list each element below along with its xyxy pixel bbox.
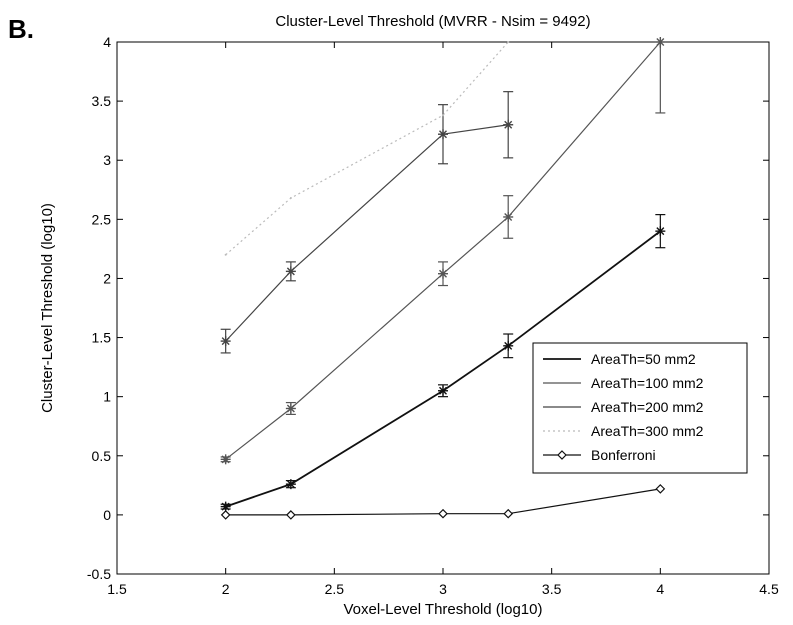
data-point — [285, 403, 296, 414]
legend-item-1: AreaTh=50 mm2 — [543, 351, 696, 367]
legend-label: Bonferroni — [591, 447, 656, 463]
y-tick-label: 3.5 — [92, 93, 112, 109]
data-point — [503, 119, 514, 130]
series-line — [225, 41, 509, 256]
x-tick-label: 2 — [222, 581, 230, 597]
y-tick-label: 2 — [103, 270, 111, 286]
legend-box — [532, 342, 748, 474]
panel-label: B. — [8, 14, 34, 44]
x-axis-label: Voxel-Level Threshold (log10) — [343, 601, 542, 618]
x-tick-label: 3.5 — [542, 581, 562, 597]
data-point — [289, 197, 292, 200]
y-tick-label: 4 — [103, 34, 111, 50]
y-tick-label: -0.5 — [87, 566, 111, 582]
legend-item-3: AreaTh=200 mm2 — [543, 399, 704, 415]
x-tick-label: 4 — [656, 581, 664, 597]
data-point — [438, 385, 448, 396]
data-point — [507, 41, 510, 43]
data-point — [224, 253, 227, 256]
legend-item-4: AreaTh=300 mm2 — [543, 423, 704, 439]
y-axis-label: Cluster-Level Threshold (log10) — [39, 203, 56, 413]
series-2 — [220, 37, 666, 465]
y-tick-label: 0 — [103, 507, 111, 523]
series-5 — [220, 484, 666, 520]
data-point — [503, 340, 514, 351]
data-point — [655, 37, 666, 47]
data-point — [655, 484, 666, 494]
data-point — [442, 114, 444, 117]
legend-item-5: Bonferroni — [543, 447, 656, 463]
axes: 1.5 2 2.5 3 3.5 4 4.5 -0.5 0 0.5 1 1.5 2 2.5 3 3.5 4 — [87, 34, 779, 597]
x-tick-label: 1.5 — [107, 581, 127, 597]
x-tick-label: 4.5 — [759, 581, 779, 597]
legend-label: AreaTh=200 mm2 — [591, 399, 704, 415]
data-point — [285, 479, 296, 490]
x-tick-label: 2.5 — [325, 581, 345, 597]
error-bar — [655, 41, 666, 114]
data-point — [220, 336, 231, 347]
series-1 — [220, 214, 666, 512]
legend-item-2: AreaTh=100 mm2 — [543, 375, 704, 391]
data-point — [220, 510, 231, 520]
data-point — [503, 211, 514, 222]
series-layer — [220, 37, 666, 520]
y-tick-label: 0.5 — [92, 448, 112, 464]
legend-label: AreaTh=50 mm2 — [591, 351, 696, 367]
data-point — [438, 508, 448, 519]
series-4 — [224, 41, 510, 256]
y-tick-label: 1.5 — [92, 330, 112, 346]
data-point — [285, 266, 296, 277]
x-tick-label: 3 — [439, 581, 447, 597]
chart-title: Cluster-Level Threshold (MVRR - Nsim = 9… — [275, 13, 590, 30]
y-tick-label: 3 — [103, 152, 111, 168]
data-point — [438, 268, 448, 279]
legend-label: AreaTh=300 mm2 — [591, 423, 704, 439]
data-point — [438, 129, 448, 140]
legend: AreaTh=50 mm2 AreaTh=100 mm2 AreaTh=200 mm… — [532, 342, 748, 474]
legend-label: AreaTh=100 mm2 — [591, 375, 704, 391]
data-point — [220, 501, 231, 512]
data-point — [503, 508, 514, 519]
series-line — [225, 124, 509, 342]
series-3 — [220, 91, 514, 354]
y-tick-label: 1 — [103, 389, 111, 405]
data-point — [655, 226, 666, 237]
data-point — [220, 454, 231, 465]
data-point — [286, 510, 296, 520]
y-tick-label: 2.5 — [92, 211, 112, 227]
